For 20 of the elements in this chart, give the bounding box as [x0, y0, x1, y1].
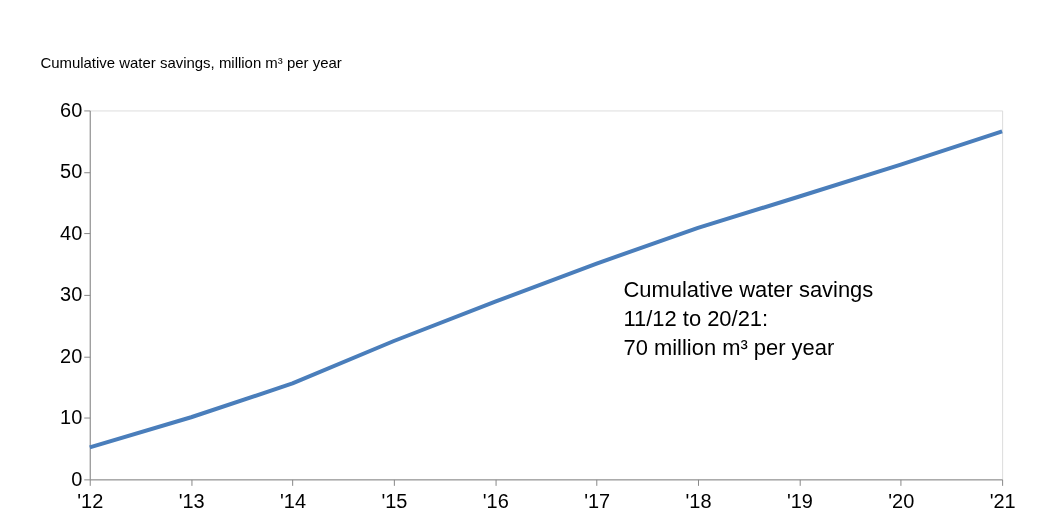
- x-tick-label: '20: [888, 489, 915, 512]
- y-axis-title: Cumulative water savings, million m³ per year: [40, 54, 342, 72]
- x-tick-label: '13: [178, 489, 205, 512]
- x-tick-label: '19: [786, 489, 813, 512]
- x-tick-label: '12: [77, 489, 104, 512]
- y-tick-label: 40: [60, 221, 83, 244]
- y-tick-label: 0: [71, 467, 83, 490]
- x-tick-label: '21: [989, 489, 1016, 512]
- y-tick-label: 60: [60, 98, 83, 121]
- y-tick-label: 10: [60, 406, 83, 429]
- x-tick-label: '15: [381, 489, 408, 512]
- x-tick-label: '18: [685, 489, 712, 512]
- x-tick-label: '17: [584, 489, 611, 512]
- annotation: Cumulative water savings 11/12 to 20/21: 70 million m³ per year: [623, 277, 874, 360]
- x-tick-label: '16: [482, 489, 509, 512]
- line-series: [87, 129, 1005, 450]
- x-tick-label: '14: [280, 489, 306, 512]
- y-tick-label: 30: [60, 283, 83, 306]
- y-tick-label: 50: [60, 160, 83, 183]
- y-tick-label: 20: [60, 344, 83, 367]
